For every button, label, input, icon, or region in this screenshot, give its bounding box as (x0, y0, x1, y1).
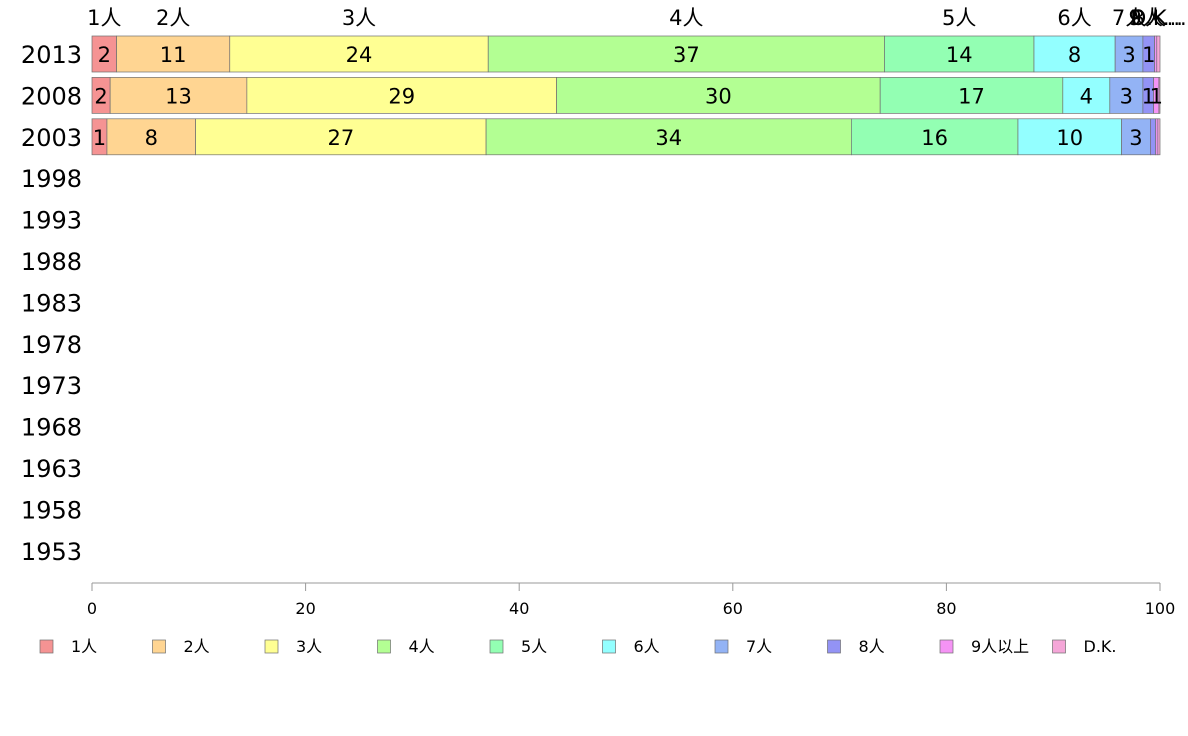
year-label: 1998 (21, 165, 82, 193)
segment-label: 4 (1080, 84, 1093, 108)
top-category-label: 5人 (942, 6, 976, 30)
legend-label: 3人 (296, 637, 322, 656)
legend-label: 5人 (521, 637, 547, 656)
legend-swatch (1052, 639, 1066, 654)
year-label: 2008 (21, 82, 82, 110)
legend-label: 6人 (634, 637, 660, 656)
segment-label: 37 (673, 43, 700, 67)
year-label: 1978 (21, 331, 82, 359)
x-tick-label: 0 (87, 599, 97, 618)
legend-label: 2人 (184, 637, 210, 656)
bar-segment (109, 77, 248, 114)
year-label: 1988 (21, 248, 82, 276)
segment-label: 3 (1120, 84, 1133, 108)
legend-swatch (377, 639, 391, 654)
segment-label: 17 (958, 84, 985, 108)
bar-segment (850, 118, 1019, 156)
year-label: 1983 (21, 289, 82, 317)
year-label: 1973 (21, 372, 82, 400)
bar-segment (1109, 77, 1144, 114)
legend-swatch (264, 639, 279, 654)
bar-segment (884, 35, 1035, 73)
segment-label: 16 (921, 126, 948, 150)
bar-segment (556, 77, 881, 114)
top-category-label: 1人 (87, 6, 121, 30)
legend-label: D.K. (1084, 637, 1117, 656)
segment-label: 8 (145, 126, 158, 150)
segment-label: 2 (94, 84, 107, 108)
top-category-label: 6人 (1057, 6, 1091, 30)
top-category-label: 7人 (1112, 6, 1146, 30)
segment-label: 2 (98, 43, 111, 67)
bar-segment (879, 77, 1064, 114)
top-category-labels: 1人 2人 3人 4人 5人 6人 7人8人9人...D.K... (87, 6, 1187, 30)
segment-label: 1 (93, 126, 106, 150)
segment-label: 24 (346, 43, 373, 67)
bar-segment (1062, 77, 1111, 114)
segment-label: 3 (1129, 126, 1142, 150)
legend-label: 7人 (746, 637, 772, 656)
year-label: 1993 (21, 207, 82, 235)
year-label: 2003 (21, 124, 82, 152)
x-axis: 0 20 40 60 80 100 (87, 582, 1176, 618)
legend-swatch (939, 639, 954, 654)
segment-label: 10 (1056, 126, 1083, 150)
bar-segment (1158, 77, 1161, 114)
legend-label: 8人 (859, 637, 885, 656)
segment-label: 13 (165, 84, 192, 108)
legend-swatch (602, 639, 616, 654)
year-label: 2013 (21, 41, 82, 69)
segment-label: 27 (327, 126, 354, 150)
x-tick-label: 20 (295, 599, 315, 618)
legend-swatch (152, 639, 166, 654)
x-tick-label: 100 (1145, 599, 1176, 618)
legend-label: 1人 (71, 637, 97, 656)
top-category-label: 9人... (1129, 6, 1183, 30)
year-label: 1953 (21, 538, 82, 566)
segment-label: 11 (160, 43, 187, 67)
bar-segment (1033, 35, 1116, 73)
bar-segment (1114, 35, 1144, 73)
bar-segment (1157, 118, 1161, 156)
legend-swatch (827, 639, 841, 654)
year-label: 1958 (21, 496, 82, 524)
top-category-label: 8人 (1132, 6, 1166, 30)
segment-label: 29 (388, 84, 415, 108)
x-tick-label: 60 (723, 599, 743, 618)
legend-label: 9人以上 (971, 637, 1029, 656)
segment-label: 8 (1068, 43, 1081, 67)
bar-segment (229, 35, 489, 73)
x-tick-label: 80 (936, 599, 956, 618)
top-category-label: 4人 (669, 6, 703, 30)
x-tick-label: 40 (509, 599, 529, 618)
segment-label: 1 (1142, 84, 1155, 108)
segment-label: 30 (705, 84, 732, 108)
year-labels: 2013 2008 2003 1998 1993 1988 1983 1978 1973 1968… (21, 41, 82, 566)
legend-label: 4人 (409, 637, 435, 656)
bar-segment (246, 77, 557, 114)
segment-label: 1 (1142, 43, 1155, 67)
segment-label: 14 (946, 43, 973, 67)
bars (91, 35, 1161, 156)
bar-segment (116, 35, 231, 73)
segment-label: 1 (1150, 84, 1163, 108)
segment-label: 3 (1122, 43, 1135, 67)
bar-segment (1150, 118, 1157, 156)
segment-label: 34 (655, 126, 682, 150)
bar-segment (487, 35, 885, 73)
top-category-label: 2人 (156, 6, 190, 30)
legend-swatch (714, 639, 729, 654)
top-category-label: D.K... (1130, 6, 1187, 30)
year-label: 1963 (21, 455, 82, 483)
legend: 1人 2人 3人 4人 5人 6人 7人 8人 9人以上 D.K. (39, 637, 1117, 656)
legend-swatch (489, 639, 504, 654)
bar-segment (1121, 118, 1151, 156)
year-label: 1968 (21, 414, 82, 442)
segment-labels: 2 11 24 37 14 8 3 12 13 29 30 17 4 3 111 8 27 34 16 10 3 (93, 43, 1163, 150)
bar-segment (106, 118, 196, 156)
bar-segment (1156, 35, 1161, 73)
top-category-label: 3人 (342, 6, 376, 30)
legend-swatch (39, 639, 54, 654)
